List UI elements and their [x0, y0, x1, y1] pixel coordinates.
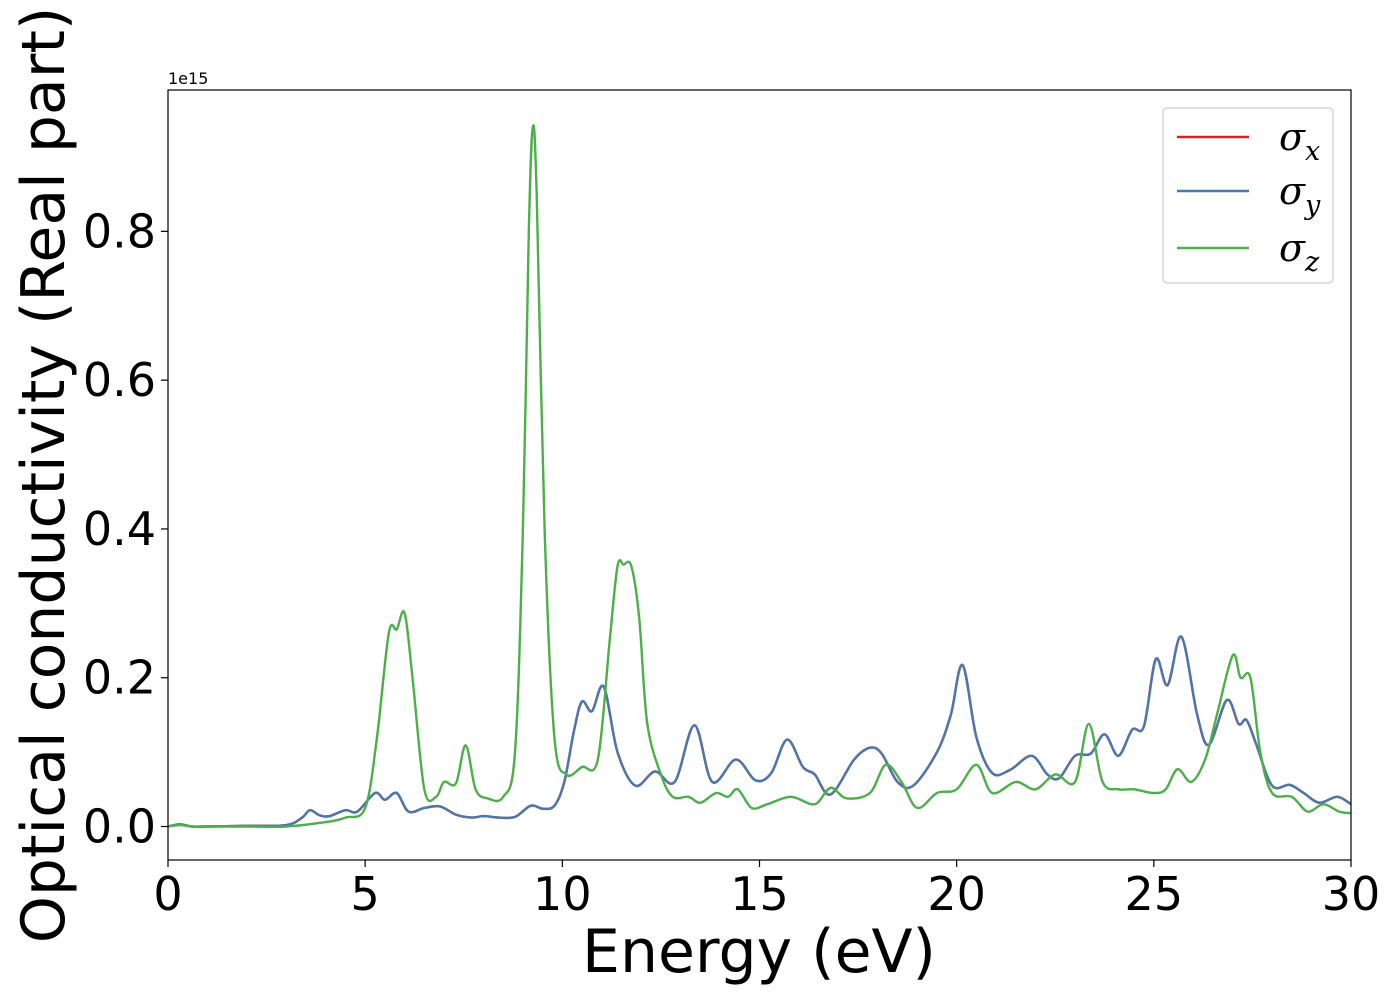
y-axis-title: Optical conductivity (Real part) [9, 7, 79, 944]
x-tick-label: 20 [927, 867, 986, 921]
x-axis-ticks: 0 5 10 15 20 25 30 [153, 860, 1380, 921]
x-axis-title: Energy (eV) [582, 917, 936, 987]
y-tick-label: 0.0 [83, 800, 156, 854]
y-tick-label: 0.6 [83, 353, 156, 407]
x-tick-label: 5 [351, 867, 380, 921]
y-axis-ticks: 0.0 0.2 0.4 0.6 0.8 [83, 204, 168, 854]
legend-label-sigma-y: σy [1279, 169, 1321, 221]
legend-label-sigma-x: σx [1279, 115, 1320, 167]
x-tick-label: 25 [1125, 867, 1184, 921]
series-layer [167, 124, 1352, 829]
y-offset-label: 1e15 [168, 69, 208, 88]
series-line-sigma-y [167, 635, 1352, 828]
y-tick-label: 0.8 [83, 204, 156, 258]
x-tick-label: 15 [730, 867, 789, 921]
series-line-sigma-z [167, 124, 1352, 829]
y-tick-label: 0.4 [83, 502, 156, 556]
x-tick-label: 0 [153, 867, 182, 921]
y-tick-label: 0.2 [83, 651, 156, 705]
legend-box [1162, 107, 1334, 284]
x-tick-label: 30 [1322, 867, 1381, 921]
x-tick-label: 10 [533, 867, 592, 921]
